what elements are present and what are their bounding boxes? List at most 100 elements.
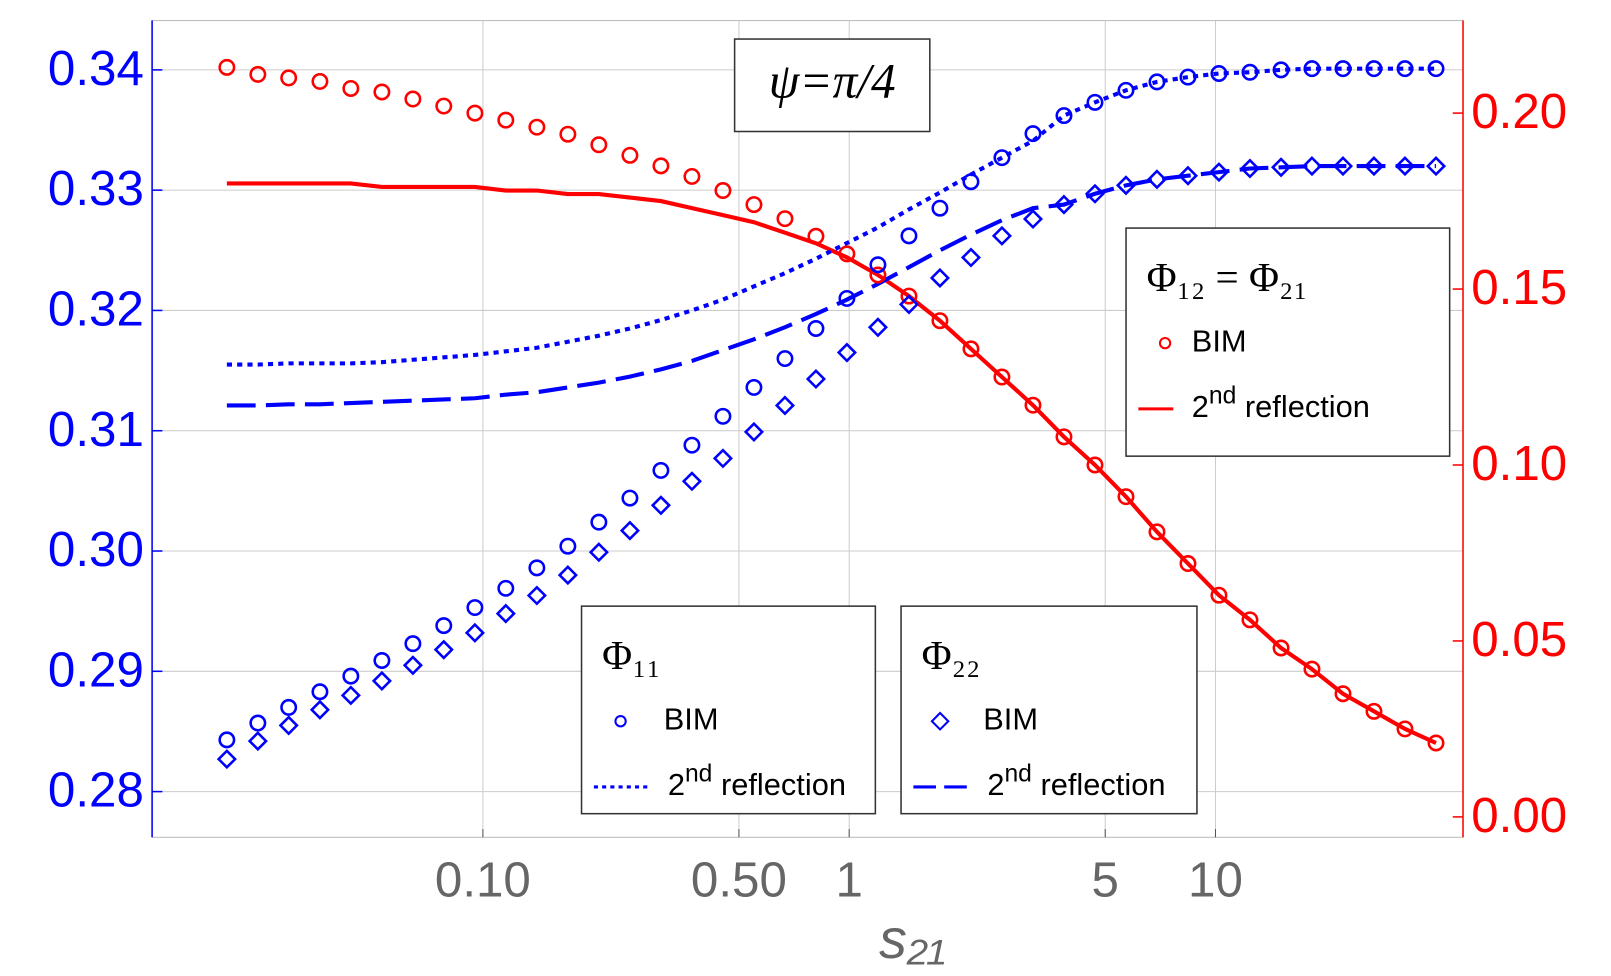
marker-diamond bbox=[216, 749, 237, 770]
axes: 0.10 0.50 1 5 10 0.28 0.29 0.30 0.31 0.32 0.33 0.34… bbox=[48, 20, 1567, 908]
marker-circle bbox=[962, 173, 980, 191]
marker-diamond bbox=[712, 448, 733, 469]
marker-circle bbox=[280, 698, 298, 716]
marker-circle bbox=[1365, 702, 1383, 720]
marker-circle bbox=[1396, 720, 1414, 738]
marker-diamond bbox=[774, 395, 795, 416]
marker-diamond bbox=[557, 565, 578, 586]
marker-circle bbox=[342, 667, 360, 685]
annotation-box bbox=[733, 38, 931, 133]
x-axis-label: s₂₁ bbox=[879, 908, 945, 970]
marker-diamond bbox=[588, 542, 609, 563]
marker-diamond bbox=[340, 685, 361, 706]
marker-circle bbox=[590, 136, 608, 154]
marker-circle bbox=[931, 199, 949, 217]
marker-circle bbox=[497, 579, 515, 597]
text-part: 2 bbox=[1192, 389, 1209, 424]
text-part: reflection bbox=[712, 767, 846, 802]
superscript: nd bbox=[1004, 760, 1031, 787]
marker-circle bbox=[280, 69, 298, 87]
marker-diamond bbox=[1271, 157, 1292, 178]
text-part: 2 bbox=[987, 767, 1004, 802]
marker-diamond bbox=[1332, 156, 1354, 177]
text-part: reflection bbox=[1236, 389, 1370, 424]
marker-circle bbox=[683, 436, 701, 454]
marker-circle bbox=[311, 683, 329, 701]
marker-circle bbox=[528, 559, 546, 577]
marker-circle bbox=[1272, 61, 1290, 79]
marker-circle bbox=[807, 227, 825, 245]
legend-label: BIM bbox=[983, 701, 1038, 736]
marker-diamond bbox=[1177, 165, 1199, 186]
marker-circle bbox=[1427, 734, 1445, 752]
marker-circle bbox=[714, 407, 732, 425]
marker-diamond bbox=[464, 622, 485, 643]
marker-circle bbox=[249, 65, 267, 83]
marker-circle bbox=[838, 289, 856, 307]
y-tick-label: 0.34 bbox=[48, 41, 144, 96]
legend-label: 2nd reflection bbox=[987, 760, 1165, 802]
marker-diamond bbox=[1022, 208, 1044, 230]
marker-circle bbox=[1086, 456, 1104, 474]
plot bbox=[216, 58, 1447, 770]
marker-circle bbox=[1427, 60, 1445, 78]
series-line bbox=[226, 164, 1437, 408]
marker-circle bbox=[807, 320, 825, 337]
marker-circle bbox=[373, 652, 391, 669]
legend: Φ₁₂ = Φ₂₁ BIM 2nd reflection bbox=[1125, 227, 1451, 457]
marker-circle bbox=[1158, 336, 1172, 350]
marker-circle bbox=[652, 461, 670, 479]
marker-circle bbox=[435, 97, 453, 115]
marker-circle bbox=[1241, 63, 1259, 81]
legend-label: BIM bbox=[664, 701, 719, 736]
legend-box bbox=[1125, 227, 1451, 457]
marker-diamond bbox=[402, 655, 423, 676]
x-tick-label: 0.50 bbox=[691, 853, 787, 908]
series-line bbox=[226, 66, 1437, 367]
y-tick-label: 0.29 bbox=[48, 642, 144, 697]
y2-tick-label: 0.15 bbox=[1471, 260, 1567, 315]
marker-diamond bbox=[309, 699, 330, 720]
marker-circle bbox=[993, 368, 1011, 386]
marker-circle bbox=[838, 245, 856, 263]
marker-diamond bbox=[867, 317, 888, 338]
marker-diamond bbox=[1394, 156, 1416, 177]
marker-circle bbox=[745, 196, 763, 214]
y2-tick-label: 0.00 bbox=[1471, 788, 1567, 843]
x-tick-label: 10 bbox=[1188, 853, 1243, 908]
series-line bbox=[226, 181, 1437, 745]
legend-title: Φ₁₂ = Φ₂₁ bbox=[1147, 254, 1308, 300]
marker-circle bbox=[900, 227, 918, 245]
annotation: ψ=π/4 bbox=[769, 54, 896, 109]
legend-title: Φ₂₂ bbox=[922, 632, 981, 678]
marker-circle bbox=[1272, 639, 1290, 657]
marker-circle bbox=[1148, 523, 1166, 541]
marker-diamond bbox=[929, 267, 950, 288]
marker-diamond bbox=[898, 294, 919, 315]
marker-circle bbox=[993, 149, 1011, 167]
marker-circle bbox=[1334, 60, 1352, 78]
marker-diamond bbox=[930, 711, 950, 731]
marker-diamond bbox=[1084, 183, 1106, 204]
text-part: 2 bbox=[668, 767, 685, 802]
y-tick-label: 0.32 bbox=[48, 282, 144, 337]
legend-label: 2nd reflection bbox=[668, 760, 846, 802]
marker-diamond bbox=[371, 670, 392, 691]
legend-box bbox=[900, 605, 1198, 815]
superscript: nd bbox=[1209, 382, 1236, 409]
y-tick-label: 0.33 bbox=[48, 161, 144, 216]
marker-circle bbox=[1396, 60, 1414, 78]
marker-diamond bbox=[433, 639, 454, 660]
marker-circle bbox=[745, 378, 763, 396]
marker-diamond bbox=[1208, 162, 1229, 183]
marker-circle bbox=[1365, 60, 1383, 78]
marker-circle bbox=[1117, 81, 1135, 99]
marker-circle bbox=[621, 146, 639, 164]
marker-diamond bbox=[278, 715, 299, 736]
marker-circle bbox=[652, 157, 670, 175]
marker-diamond bbox=[991, 225, 1012, 246]
marker-diamond bbox=[650, 495, 671, 516]
